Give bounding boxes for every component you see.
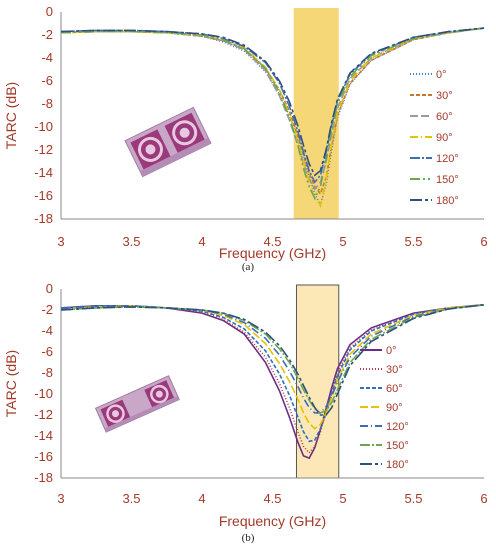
y-tick-label: -12 bbox=[34, 407, 53, 422]
panel-a-chart: 0 -2 -4 -6 -8 -10 -12 -14 -16 -18 3 3.5 4 4.5 5 5.5 6 Fre… bbox=[3, 4, 488, 273]
x-tick-label: 5.5 bbox=[404, 234, 422, 249]
x-tick-label: 4.5 bbox=[263, 234, 281, 249]
series-line-90deg bbox=[60, 304, 485, 430]
legend-label: 30° bbox=[436, 90, 453, 102]
legend-label: 180° bbox=[386, 459, 409, 471]
x-tick-label: 4 bbox=[198, 234, 205, 249]
panel-caption: (a) bbox=[242, 261, 255, 273]
legend-label: 90° bbox=[436, 132, 453, 144]
x-tick-label: 6 bbox=[480, 491, 487, 506]
legend-label: 0° bbox=[436, 69, 447, 81]
y-tick-label: -16 bbox=[34, 449, 53, 464]
y-tick-label: -2 bbox=[41, 27, 53, 42]
panel-b-chart: 0 -2 -4 -6 -8 -10 -12 -14 -16 -18 3 3.5 4 4.5 5 5.5 6 Fre… bbox=[3, 281, 488, 544]
series-line-120deg bbox=[60, 27, 485, 184]
series-line-120deg bbox=[60, 304, 485, 414]
legend-label: 60° bbox=[386, 383, 403, 395]
y-tick-label: -4 bbox=[41, 50, 53, 65]
series-line-0deg bbox=[60, 304, 485, 460]
x-tick-label: 3.5 bbox=[122, 234, 140, 249]
x-tick-label: 5.5 bbox=[404, 491, 422, 506]
x-axis-title: Frequency (GHz) bbox=[219, 513, 326, 529]
legend-label: 180° bbox=[436, 195, 459, 207]
legend: 0° 30° 60° 90° 120° 150° 180° bbox=[410, 69, 459, 207]
y-tick-label: -6 bbox=[41, 344, 53, 359]
y-tick-label: -8 bbox=[41, 96, 53, 111]
legend-label: 60° bbox=[436, 111, 453, 123]
y-tick-label: -14 bbox=[34, 428, 53, 443]
series-line-90deg bbox=[60, 27, 485, 207]
y-tick-label: -8 bbox=[41, 365, 53, 380]
highlight-band bbox=[293, 8, 339, 219]
x-tick-label: 5 bbox=[339, 234, 346, 249]
y-tick-label: -16 bbox=[34, 188, 53, 203]
legend-label: 150° bbox=[436, 174, 459, 186]
x-tick-label: 4.5 bbox=[263, 491, 281, 506]
series-line-30deg bbox=[60, 304, 485, 454]
x-tick-label: 6 bbox=[480, 234, 487, 249]
highlight-band bbox=[295, 284, 340, 479]
y-tick-label: -10 bbox=[34, 119, 53, 134]
series-line-60deg bbox=[60, 27, 485, 191]
y-axis-title: TARC (dB) bbox=[3, 350, 19, 417]
y-tick-label: -6 bbox=[41, 73, 53, 88]
series-line-180deg bbox=[60, 304, 485, 416]
series-line-180deg bbox=[60, 27, 485, 177]
y-tick-label: -18 bbox=[34, 470, 53, 485]
legend-label: 120° bbox=[436, 153, 459, 165]
y-tick-label: 0 bbox=[46, 281, 53, 296]
x-tick-label: 4 bbox=[198, 491, 205, 506]
series-line-0deg bbox=[60, 27, 485, 208]
series-line-30deg bbox=[60, 27, 485, 196]
legend-label: 90° bbox=[386, 402, 403, 414]
y-tick-label: -14 bbox=[34, 165, 53, 180]
legend-label: 0° bbox=[386, 345, 397, 357]
y-tick-label: -12 bbox=[34, 142, 53, 157]
series-line-150deg bbox=[60, 27, 485, 201]
antenna-illustration-b bbox=[94, 375, 180, 433]
x-tick-label: 3 bbox=[57, 491, 64, 506]
x-axis-title: Frequency (GHz) bbox=[219, 245, 326, 261]
legend-label: 120° bbox=[386, 421, 409, 433]
panel-caption: (b) bbox=[242, 532, 255, 544]
y-tick-label: -2 bbox=[41, 302, 53, 317]
y-tick-label: 0 bbox=[46, 4, 53, 19]
x-tick-label: 3 bbox=[57, 234, 64, 249]
legend: 0° 30° 60° 90° 120° 150° 180° bbox=[360, 345, 409, 471]
y-axis-title: TARC (dB) bbox=[3, 82, 19, 149]
y-tick-label: -4 bbox=[41, 323, 53, 338]
y-tick-label: -10 bbox=[34, 386, 53, 401]
x-tick-label: 3.5 bbox=[122, 491, 140, 506]
y-tick-label: -18 bbox=[34, 211, 53, 226]
x-tick-label: 5 bbox=[339, 491, 346, 506]
legend-label: 150° bbox=[386, 440, 409, 452]
legend-label: 30° bbox=[386, 364, 403, 376]
antenna-illustration-a bbox=[124, 106, 212, 178]
